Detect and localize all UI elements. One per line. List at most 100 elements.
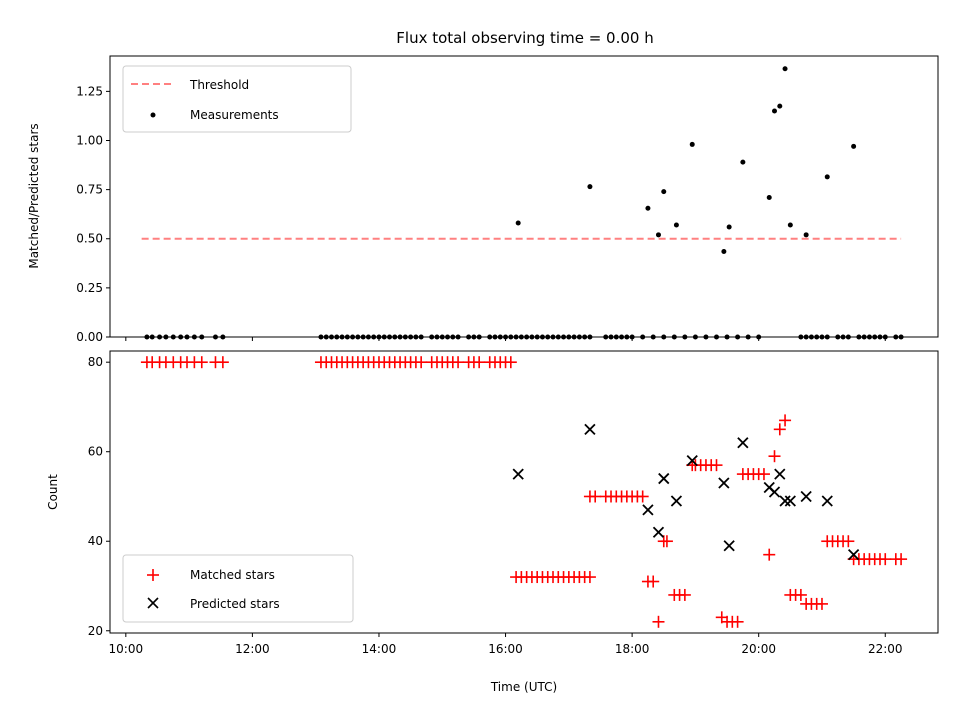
- matched-star-marker: [731, 615, 744, 628]
- matched-star-marker: [710, 459, 723, 472]
- measurement-point: [555, 334, 561, 340]
- matched-star-marker: [589, 490, 602, 503]
- measurement-point: [397, 334, 403, 340]
- bottom-legend-box: [122, 554, 354, 623]
- x-axis-label: Time (UTC): [490, 680, 557, 694]
- measurement-point: [157, 334, 163, 340]
- measurement-point: [550, 334, 556, 340]
- legend-predicted-label: Predicted stars: [190, 597, 280, 611]
- measurement-point: [619, 334, 625, 340]
- measurement-point: [503, 334, 509, 340]
- measurement-point: [756, 334, 762, 340]
- measurement-point: [571, 334, 577, 340]
- top-panel: 0.00 0.25 0.50 0.75 1.00 1.25 Matched/Predict…: [27, 55, 939, 344]
- measurement-point: [703, 334, 709, 340]
- measurement-point: [471, 334, 477, 340]
- legend-measurements-swatch: [150, 112, 156, 118]
- measurement-point: [329, 334, 335, 340]
- top-y-tick-label: 0.25: [76, 281, 103, 295]
- measurement-point: [508, 334, 514, 340]
- measurement-point: [545, 334, 551, 340]
- measurement-point: [814, 334, 820, 340]
- measurement-point: [745, 334, 751, 340]
- measurement-point: [439, 334, 445, 340]
- legend-threshold-label: Threshold: [189, 78, 249, 92]
- predicted-star-marker: [512, 468, 524, 480]
- measurement-point: [882, 334, 888, 340]
- legend-matched-swatch: [147, 569, 159, 581]
- measurement-point: [323, 334, 329, 340]
- top-y-tick-label: 0.50: [76, 232, 103, 246]
- measurement-point: [515, 220, 521, 226]
- legend-measurements-label: Measurements: [190, 108, 279, 122]
- matched-star-marker: [842, 535, 855, 548]
- matched-star-marker: [815, 597, 828, 610]
- matched-star-marker: [216, 356, 229, 369]
- measurement-point: [429, 334, 435, 340]
- measurement-point: [576, 334, 582, 340]
- measurement-point: [603, 334, 609, 340]
- bottom-panel: 20 40 60 80 10:00 12:00 14:00 16:00 18:00 20:00 2…: [46, 350, 939, 694]
- measurement-point: [640, 334, 646, 340]
- top-y-tick-label: 0.00: [76, 330, 103, 344]
- measurement-point: [220, 334, 226, 340]
- x-tick-label: 20:00: [741, 642, 776, 656]
- measurement-point: [766, 194, 772, 200]
- top-chart-title: Flux total observing time = 0.00 h: [396, 29, 653, 47]
- x-tick-label: 16:00: [488, 642, 523, 656]
- predicted-star-marker: [737, 437, 749, 449]
- matched-star-marker: [678, 588, 691, 601]
- measurement-point: [529, 334, 535, 340]
- measurement-point: [212, 334, 218, 340]
- predicted-star-marker: [800, 490, 812, 503]
- measurement-point: [851, 143, 857, 149]
- measurement-point: [450, 334, 456, 340]
- matched-star-marker: [794, 588, 807, 601]
- legend-predicted-swatch: [147, 597, 159, 609]
- measurement-point: [355, 334, 361, 340]
- bottom-y-tick-label: 40: [88, 534, 103, 548]
- measurement-point: [861, 334, 867, 340]
- predicted-star-marker: [718, 477, 730, 489]
- legend-matched-label: Matched stars: [190, 568, 275, 582]
- measurement-point: [819, 334, 825, 340]
- measurement-point: [803, 334, 809, 340]
- measurement-point: [365, 334, 371, 340]
- measurement-point: [434, 334, 440, 340]
- measurement-point: [798, 334, 804, 340]
- predicted-star-marker: [723, 540, 735, 552]
- measurement-point: [808, 334, 814, 340]
- measurement-point: [777, 103, 783, 109]
- matched-star-marker: [768, 450, 781, 463]
- measurement-point: [587, 334, 593, 340]
- measurement-point: [487, 334, 493, 340]
- measurement-point: [199, 334, 205, 340]
- measurement-point: [655, 232, 661, 238]
- measurement-point: [856, 334, 862, 340]
- predicted-star-marker: [774, 468, 786, 480]
- matched-star-marker: [415, 356, 428, 369]
- measurement-point: [191, 334, 197, 340]
- top-legend: Threshold Measurements: [122, 65, 352, 133]
- measurement-point: [455, 334, 461, 340]
- measurement-point: [740, 159, 746, 165]
- measurement-point: [524, 334, 530, 340]
- top-y-tick-label: 1.25: [76, 84, 103, 98]
- predicted-star-marker: [686, 455, 698, 467]
- measurement-point: [344, 334, 350, 340]
- predicted-star-marker: [584, 423, 596, 435]
- matched-star-marker: [652, 615, 665, 628]
- predicted-star-marker: [847, 549, 860, 561]
- measurement-point: [872, 334, 878, 340]
- measurement-point: [671, 334, 677, 340]
- measurement-point: [318, 334, 324, 340]
- x-tick-label: 14:00: [362, 642, 397, 656]
- measurement-point: [408, 334, 414, 340]
- measurement-point: [877, 334, 883, 340]
- measurement-point: [387, 334, 393, 340]
- measurement-point: [689, 141, 695, 147]
- measurement-point: [566, 334, 572, 340]
- bottom-legend: Matched stars Predicted stars: [122, 554, 354, 623]
- measurement-point: [466, 334, 472, 340]
